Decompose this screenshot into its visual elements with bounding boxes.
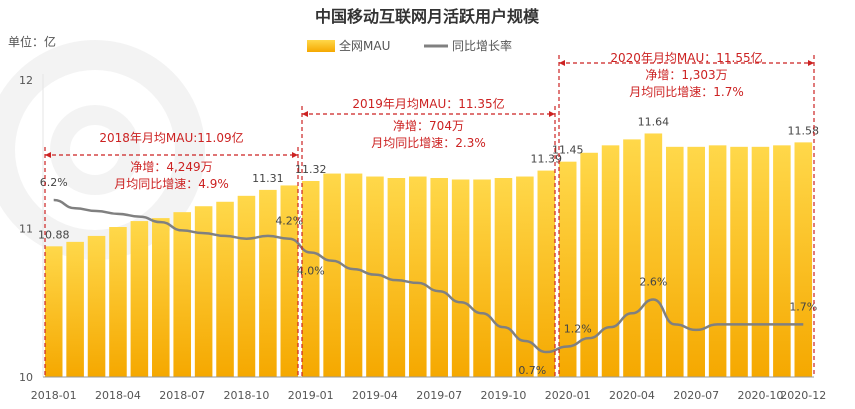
bar-2018-10 <box>237 195 256 377</box>
annotation-arrow-right <box>292 152 298 158</box>
annotation-arrow-left <box>559 60 565 66</box>
line-value-label: 6.2% <box>40 176 68 189</box>
x-tick-label: 2020-01 <box>545 389 591 402</box>
bar-value-label: 11.58 <box>788 124 820 137</box>
x-tick-label: 2020-07 <box>673 389 719 402</box>
y-axis: 10 11 12 <box>19 74 44 384</box>
x-tick-label: 2018-04 <box>95 389 141 402</box>
bar-2018-12 <box>280 185 299 377</box>
annotation-title: 2018年月均MAU:11.09亿 <box>99 130 243 145</box>
x-tick-label: 2020-04 <box>609 389 655 402</box>
y-tick-label: 12 <box>19 74 33 87</box>
bar-2019-10 <box>494 178 513 377</box>
growth-line <box>53 198 804 354</box>
bar-2019-09 <box>473 179 491 377</box>
line-value-label: 0.7% <box>518 364 546 377</box>
line-value-label: 4.2% <box>275 215 303 228</box>
bar-2018-02 <box>66 241 84 377</box>
bar-value-label: 11.31 <box>252 172 284 185</box>
bar-2019-12 <box>537 170 556 377</box>
x-axis: 2018-01 2018-04 2018-07 2018-10 2019-01 2019-… <box>31 376 826 402</box>
bar-2018-08 <box>194 206 213 377</box>
bar-2020-06 <box>666 146 684 377</box>
unit-label: 单位：亿 <box>8 34 56 49</box>
legend-bar-label: 全网MAU <box>339 38 390 53</box>
bar-2018-07 <box>173 212 191 377</box>
annotation-arrow-left <box>45 152 51 158</box>
bar-2020-11 <box>773 145 791 377</box>
bar-2020-07 <box>687 146 705 377</box>
bar-2020-01 <box>558 161 577 377</box>
bar-2019-03 <box>344 173 363 377</box>
x-tick-label: 2018-10 <box>223 389 269 402</box>
x-tick-label: 2020-10 <box>737 389 783 402</box>
bar-value-label: 11.32 <box>295 163 327 176</box>
bar-value-label: 10.88 <box>38 228 70 241</box>
x-tick-label: 2019-04 <box>352 389 398 402</box>
annotation-yoy: 月均同比增速：4.9% <box>114 177 229 191</box>
annotation-net-increase: 净增：4,249万 <box>130 160 212 174</box>
line-value-label: 2.6% <box>639 275 667 288</box>
line-value-label: 4.0% <box>297 265 325 278</box>
legend: 全网MAU 同比增长率 <box>307 38 512 53</box>
chart-title: 中国移动互联网月活跃用户规模 <box>315 7 540 26</box>
bar-2020-02 <box>580 152 598 377</box>
annotation-yoy: 月均同比增速：2.3% <box>371 136 486 150</box>
bar-2019-11 <box>516 176 534 377</box>
x-tick-label: 2018-01 <box>31 389 77 402</box>
bar-2020-05 <box>644 133 663 377</box>
y-tick-label: 11 <box>19 223 33 236</box>
annotation-title: 2019年月均MAU：11.35亿 <box>352 96 504 111</box>
bar-2019-08 <box>451 179 470 377</box>
bar-2018-03 <box>87 235 106 377</box>
bar-series <box>44 133 813 377</box>
legend-line-label: 同比增长率 <box>452 38 512 53</box>
annotation-yoy: 月均同比增速：1.7% <box>629 85 744 99</box>
bar-value-label: 11.39 <box>531 153 563 166</box>
bar-2019-02 <box>323 173 341 377</box>
bar-2018-01 <box>44 246 63 377</box>
bar-2020-12 <box>794 142 813 377</box>
x-tick-label: 2018-07 <box>159 389 205 402</box>
legend-bar-swatch <box>307 40 335 52</box>
bar-2018-04 <box>109 227 127 377</box>
annotation-net-increase: 净增：704万 <box>393 119 464 133</box>
bar-2020-09 <box>730 146 748 377</box>
y-tick-label: 10 <box>19 371 33 384</box>
x-tick-label: 2019-10 <box>480 389 526 402</box>
bar-2018-11 <box>259 189 277 377</box>
bar-2020-03 <box>601 145 620 377</box>
annotation-arrow-left <box>302 111 308 117</box>
annotation-arrow-right <box>549 111 555 117</box>
x-tick-label: 2020-12 <box>780 389 826 402</box>
x-tick-label: 2019-07 <box>416 389 462 402</box>
bar-2018-06 <box>152 218 170 377</box>
bar-2020-04 <box>623 139 641 377</box>
annotation-arrow-right <box>808 60 814 66</box>
bar-2019-05 <box>387 178 406 377</box>
annotation-title: 2020年月均MAU：11.55亿 <box>610 50 762 65</box>
line-value-label: 1.7% <box>789 300 817 313</box>
bar-value-label: 11.45 <box>552 144 584 157</box>
x-tick-label: 2019-01 <box>288 389 334 402</box>
bar-2018-09 <box>216 201 234 377</box>
bar-2019-04 <box>366 176 384 377</box>
bar-2020-08 <box>708 145 727 377</box>
bar-2019-01 <box>301 180 320 377</box>
annotation-net-increase: 净增：1,303万 <box>645 68 727 82</box>
growth-line-series <box>53 198 804 354</box>
bar-2020-10 <box>751 146 770 377</box>
line-value-label: 1.2% <box>564 322 592 335</box>
bar-value-label: 11.64 <box>638 115 670 128</box>
bar-2018-05 <box>130 221 149 377</box>
line-value-labels: 6.2% 4.2% 4.0% 0.7% 1.2% 2.6% 1.7% <box>40 176 818 377</box>
bar-2019-07 <box>430 178 448 377</box>
bar-2019-06 <box>409 176 427 377</box>
